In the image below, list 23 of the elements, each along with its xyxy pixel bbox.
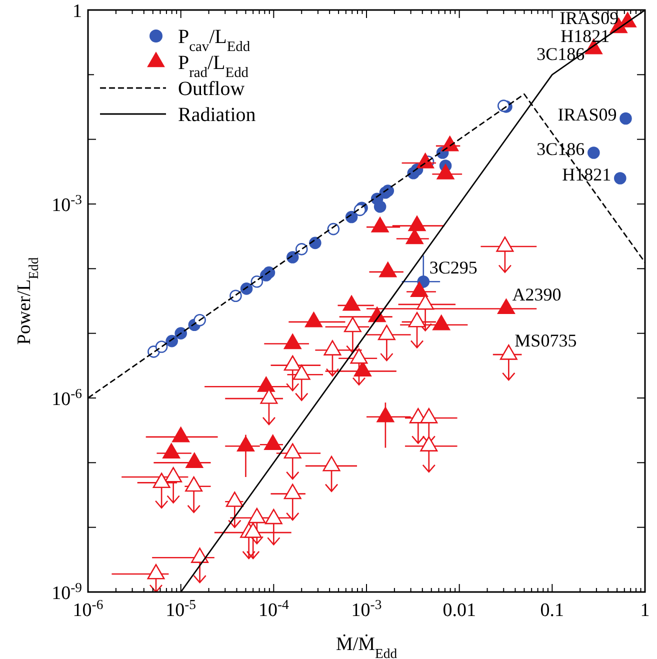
annotation: 3C186 [536, 138, 585, 159]
y-tick-label: 1 [72, 1, 82, 22]
x-tick-label: 10$^{-5}$ [166, 596, 196, 621]
annotation: IRAS09 [560, 8, 619, 28]
legend-label: Outflow [178, 78, 246, 100]
annotation: H1821 [560, 26, 610, 46]
x-tick-label: 0.01 [442, 600, 476, 621]
legend-label: P$_{cav}$/L$_{Edd}$ [178, 26, 251, 55]
annotation: H1821 [562, 164, 612, 184]
legend-label: Radiation [178, 104, 256, 126]
annotation: A2390 [512, 284, 562, 305]
x-tick-label: 1 [640, 600, 650, 621]
x-tick-label: 10$^{-4}$ [258, 596, 290, 621]
annotation: IRAS09 [558, 104, 617, 124]
annotation: 3C186 [536, 44, 585, 64]
x-tick-label: 0.1 [540, 600, 564, 621]
legend-label: P$_{rad}$/L$_{Edd}$ [178, 52, 250, 81]
annotation: 3C295 [429, 258, 478, 278]
y-tick-label: 10$^{-3}$ [52, 192, 82, 216]
y-tick-label: 10$^{-6}$ [52, 386, 82, 410]
x-tick-label: 10$^{-3}$ [351, 596, 382, 621]
annotation: MS0735 [514, 330, 577, 351]
x-axis-title: Ṁ/Ṁ$_{Edd}$ [336, 634, 398, 659]
